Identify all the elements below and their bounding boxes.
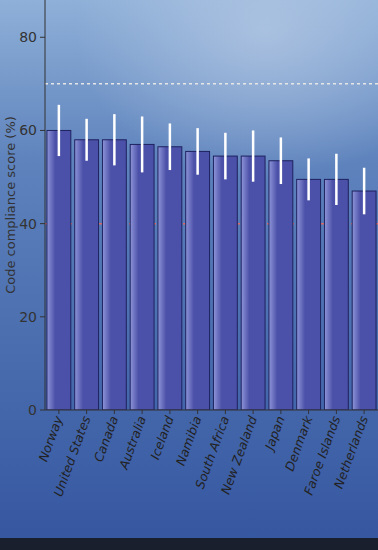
x-tick (364, 410, 365, 414)
bar (186, 151, 210, 410)
bar (269, 161, 293, 410)
x-tick (308, 410, 309, 414)
y-tick (40, 316, 45, 317)
y-tick-label: 20 (19, 309, 37, 325)
x-tick-label: Canada (91, 414, 121, 464)
x-tick (225, 410, 226, 414)
bar (130, 144, 154, 410)
x-tick (197, 410, 198, 414)
x-tick-label: Iceland (147, 414, 177, 462)
bar (324, 179, 348, 410)
error-bar (363, 168, 366, 215)
reference-line (45, 83, 378, 85)
x-tick-label: Australia (116, 414, 149, 472)
x-tick (336, 410, 337, 414)
bar (158, 147, 182, 410)
error-bar (141, 116, 144, 172)
error-bar (113, 114, 116, 165)
x-tick (58, 410, 59, 414)
x-tick (169, 410, 170, 414)
chart-root: 0 20 40 60 80 Code compliance score (%) Norway… (0, 0, 378, 550)
bar (47, 130, 71, 410)
x-tick-label: Japan (261, 414, 288, 455)
bar (75, 140, 99, 410)
error-bar (85, 119, 88, 161)
x-tick (114, 410, 115, 414)
background (0, 0, 378, 550)
x-tick-label: Netherlands (331, 413, 371, 490)
x-tick-label: Norway (35, 413, 66, 463)
bar (241, 156, 265, 410)
y-tick-label: 40 (19, 216, 37, 232)
bar (213, 156, 237, 410)
error-bar (196, 128, 199, 175)
bar (102, 140, 126, 410)
bar (297, 179, 321, 410)
error-bar (307, 158, 310, 200)
x-tick (142, 410, 143, 414)
x-tick (253, 410, 254, 414)
chart-svg: 0 20 40 60 80 Code compliance score (%) Norway… (0, 0, 378, 550)
error-bar (252, 130, 255, 181)
x-tick-label: Namibia (173, 414, 205, 468)
x-axis-line (45, 410, 378, 411)
x-tick (280, 410, 281, 414)
y-tick-label: 0 (28, 402, 37, 418)
y-axis-line (45, 0, 46, 410)
error-bar (335, 154, 338, 205)
error-bar (280, 137, 283, 184)
y-tick-label: 60 (19, 122, 37, 138)
plot-area (45, 84, 378, 410)
x-tick (86, 410, 87, 414)
x-tick-label: New Zealand (218, 414, 260, 496)
bottom-strip (0, 538, 378, 550)
y-tick (40, 410, 45, 411)
bar (352, 191, 376, 410)
error-bar (58, 105, 61, 156)
error-bar (169, 123, 172, 170)
y-axis-label: Code compliance score (%) (3, 116, 18, 294)
x-tick-label: United States (50, 413, 93, 498)
y-tick-label: 80 (19, 29, 37, 45)
y-tick (40, 223, 45, 224)
error-bar (224, 133, 227, 180)
y-tick (40, 130, 45, 131)
y-tick (40, 37, 45, 38)
